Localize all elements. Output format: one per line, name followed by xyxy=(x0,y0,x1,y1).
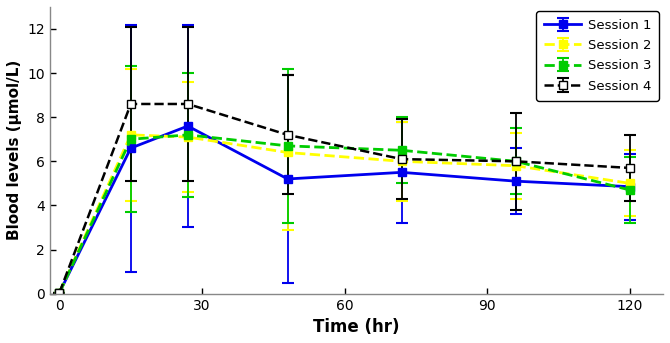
Y-axis label: Blood levels (μmol/L): Blood levels (μmol/L) xyxy=(7,60,22,240)
X-axis label: Time (hr): Time (hr) xyxy=(314,318,400,336)
Legend: Session 1, Session 2, Session 3, Session 4: Session 1, Session 2, Session 3, Session… xyxy=(536,11,659,100)
